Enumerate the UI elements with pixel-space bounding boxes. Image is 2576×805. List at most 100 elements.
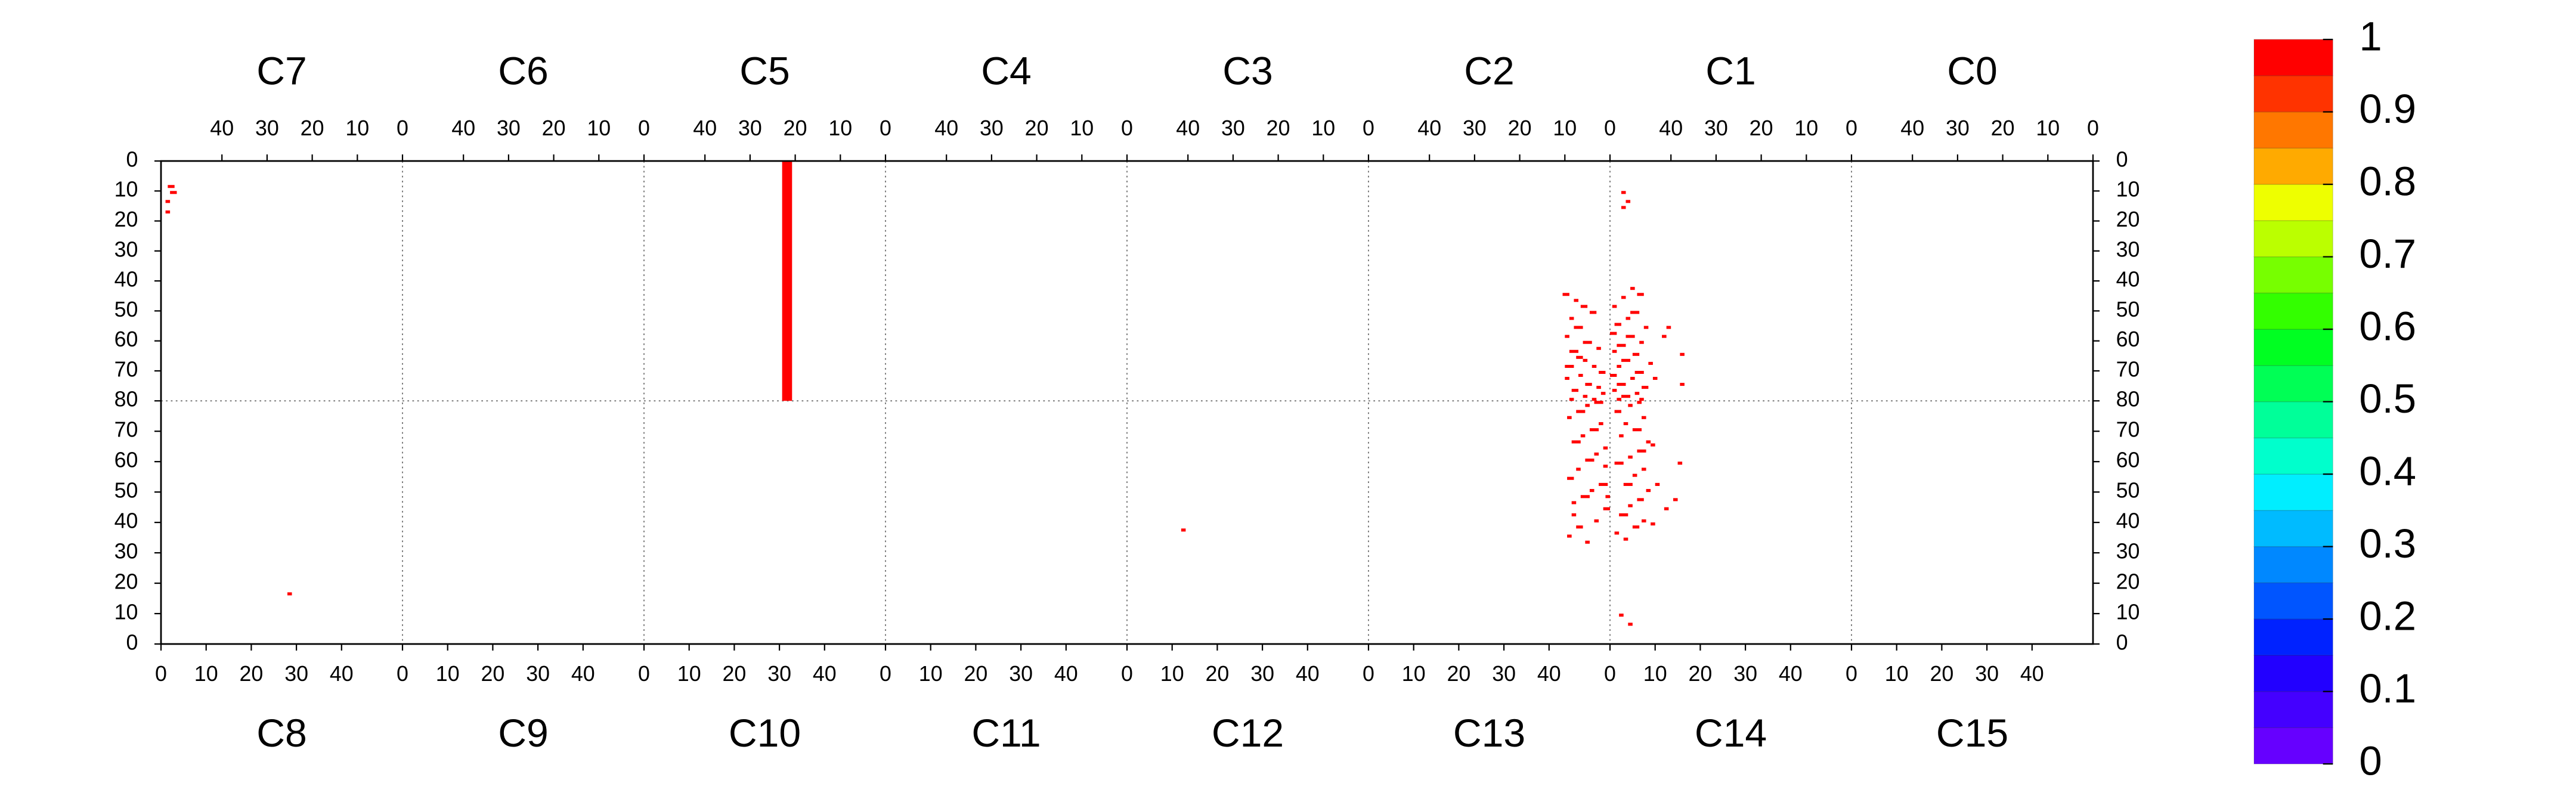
x-tick-label: 30 — [1221, 116, 1245, 140]
colorbar-segment — [2253, 256, 2333, 294]
y-tick-label: 10 — [114, 178, 138, 202]
y-tick-label: 30 — [114, 540, 138, 564]
x-tick-label: 10 — [2036, 116, 2060, 140]
hit — [1565, 335, 1569, 338]
hit — [1612, 305, 1617, 308]
hit — [1680, 352, 1685, 356]
y-tick-label: 0 — [2116, 147, 2128, 171]
hit — [1603, 465, 1608, 468]
x-tick-label: 40 — [1054, 662, 1078, 686]
x-tick-label: 0 — [1846, 116, 1857, 140]
hit — [1614, 462, 1624, 465]
colorbar-segment — [2253, 473, 2333, 511]
y-tick-label: 70 — [114, 357, 138, 381]
hit — [1574, 299, 1579, 302]
x-tick-label: 20 — [1205, 662, 1229, 686]
colorbar-tick-label: 0.9 — [2359, 86, 2416, 132]
panel-label: C12 — [1212, 711, 1284, 756]
hit — [1583, 358, 1588, 362]
y-tick-label: 70 — [2116, 418, 2140, 442]
x-tick-label: 40 — [1417, 116, 1441, 140]
y-tick-label: 20 — [2116, 570, 2140, 594]
x-tick-label: 0 — [880, 116, 891, 140]
x-tick-label: 10 — [345, 116, 369, 140]
hit — [1571, 513, 1577, 516]
colorbar-segment — [2253, 655, 2333, 692]
hit — [1576, 355, 1583, 359]
hit — [1643, 326, 1649, 329]
hit — [1599, 370, 1606, 374]
hit — [1628, 404, 1633, 407]
x-tick-label: 0 — [1604, 116, 1616, 140]
y-tick-label: 20 — [114, 570, 138, 594]
hit — [782, 161, 792, 401]
colorbar-tick-label: 1 — [2359, 13, 2382, 59]
colorbar-tick-label: 0.5 — [2359, 376, 2416, 422]
hit — [1628, 504, 1633, 507]
hit — [1655, 482, 1660, 486]
colorbar-tick-label: 0.4 — [2359, 448, 2416, 494]
hit — [1576, 410, 1586, 413]
hit — [1623, 537, 1628, 541]
y-tick-label: 20 — [114, 208, 138, 231]
x-tick-label: 30 — [767, 662, 791, 686]
x-tick-label: 20 — [1750, 116, 1773, 140]
hit — [1596, 346, 1601, 350]
y-tick-label: 0 — [126, 147, 138, 171]
x-tick-label: 40 — [1659, 116, 1683, 140]
hit — [1617, 383, 1626, 386]
hit — [1641, 386, 1649, 389]
hit — [1619, 434, 1624, 438]
hit — [1614, 410, 1621, 413]
hit — [1630, 311, 1640, 314]
y-tick-label: 50 — [114, 479, 138, 503]
x-tick-label: 0 — [155, 662, 167, 686]
hit — [1623, 422, 1628, 426]
hit — [1603, 507, 1610, 510]
hit — [1562, 293, 1569, 296]
hit — [1646, 440, 1651, 444]
y-tick-label: 20 — [2116, 208, 2140, 231]
colorbar-tick-label: 0.8 — [2359, 158, 2416, 204]
colorbar-tick-label: 0.2 — [2359, 593, 2416, 639]
x-tick-label: 10 — [919, 662, 943, 686]
x-tick-label: 40 — [210, 116, 234, 140]
x-tick-label: 40 — [1296, 662, 1320, 686]
hit — [1181, 528, 1186, 532]
hit — [1617, 343, 1626, 347]
hit — [1612, 349, 1617, 353]
x-tick-label: 0 — [1604, 662, 1616, 686]
hit — [1603, 446, 1608, 450]
x-tick-label: 20 — [784, 116, 807, 140]
hit — [1651, 443, 1655, 447]
x-tick-label: 20 — [239, 662, 263, 686]
x-tick-label: 0 — [397, 662, 408, 686]
x-tick-label: 0 — [638, 116, 650, 140]
hit — [1617, 364, 1621, 368]
colorbar-segment — [2253, 111, 2333, 149]
hit — [1592, 364, 1597, 368]
hit — [1594, 401, 1603, 404]
y-tick-label: 30 — [114, 237, 138, 261]
y-tick-label: 30 — [2116, 540, 2140, 564]
x-tick-label: 30 — [1492, 662, 1516, 686]
x-tick-label: 20 — [1447, 662, 1470, 686]
hit — [1673, 498, 1678, 501]
hit — [1621, 358, 1631, 362]
y-tick-label: 10 — [2116, 600, 2140, 624]
colorbar-tick-label: 0 — [2359, 738, 2382, 784]
hit — [1610, 332, 1617, 335]
hit — [1596, 386, 1601, 389]
x-tick-label: 40 — [451, 116, 475, 140]
panel-label: C9 — [498, 711, 549, 756]
y-tick-label: 70 — [2116, 357, 2140, 381]
hit — [1621, 395, 1631, 398]
y-tick-label: 50 — [2116, 298, 2140, 321]
x-tick-label: 40 — [813, 662, 837, 686]
y-tick-label: 60 — [114, 327, 138, 351]
hit — [1619, 513, 1628, 516]
x-tick-label: 20 — [301, 116, 324, 140]
colorbar-segment — [2253, 147, 2333, 185]
hit — [1630, 377, 1635, 380]
